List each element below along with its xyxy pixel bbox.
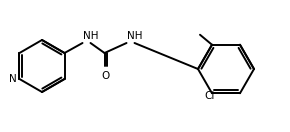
Text: NH: NH [83, 31, 98, 41]
Text: NH: NH [126, 31, 142, 41]
Text: O: O [102, 71, 110, 81]
Text: N: N [9, 74, 17, 84]
Text: Cl: Cl [205, 91, 215, 101]
